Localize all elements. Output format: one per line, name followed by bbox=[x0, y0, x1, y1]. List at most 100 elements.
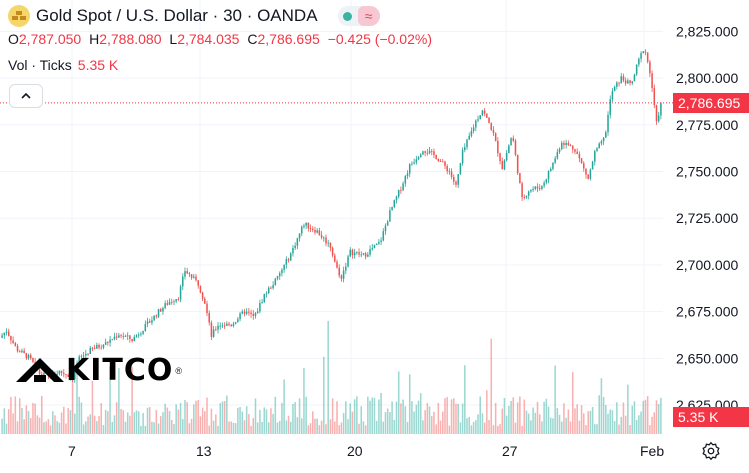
volume-bar bbox=[448, 425, 451, 434]
candle-body bbox=[294, 245, 296, 248]
volume-bar bbox=[208, 425, 210, 434]
volume-bar bbox=[12, 413, 14, 434]
candle-body bbox=[212, 329, 215, 337]
volume-bar bbox=[483, 422, 486, 434]
candle-body bbox=[188, 273, 191, 275]
candle-body bbox=[131, 339, 133, 342]
volume-bar bbox=[331, 398, 334, 434]
candle-body bbox=[25, 352, 28, 359]
y-tick-label: 2,750.000 bbox=[676, 163, 738, 179]
volume-bar bbox=[186, 402, 188, 434]
volume-bar bbox=[530, 420, 532, 434]
candle-body bbox=[651, 73, 653, 89]
candle-body bbox=[287, 259, 290, 261]
volume-bar bbox=[560, 421, 563, 434]
candle-body bbox=[334, 255, 336, 262]
volume-bar bbox=[556, 408, 559, 434]
volume-bar bbox=[298, 398, 301, 434]
volume-bar bbox=[40, 395, 43, 434]
collapse-legend-button[interactable] bbox=[9, 84, 43, 108]
volume-bar bbox=[371, 397, 374, 434]
candle-body bbox=[74, 371, 76, 380]
candle-body bbox=[378, 241, 380, 244]
candle-body bbox=[422, 151, 424, 155]
candle-body bbox=[210, 322, 213, 337]
volume-bar bbox=[188, 423, 191, 434]
candle-body bbox=[289, 253, 292, 261]
volume-bar bbox=[153, 422, 155, 434]
candle-body bbox=[492, 129, 495, 134]
candle-body bbox=[82, 355, 85, 357]
candle-body bbox=[351, 249, 354, 256]
volume-bar bbox=[314, 418, 316, 434]
candle-body bbox=[446, 166, 448, 172]
candle-body bbox=[98, 344, 100, 348]
volume-bar bbox=[212, 420, 215, 434]
volume-bar bbox=[620, 416, 623, 434]
volume-bar bbox=[228, 421, 230, 434]
kitco-watermark: KITCO ® bbox=[14, 353, 182, 388]
volume-bar bbox=[245, 406, 248, 434]
volume-bar bbox=[91, 380, 94, 434]
volume-bar bbox=[45, 421, 47, 434]
volume-bar bbox=[38, 417, 41, 434]
chevron-up-icon bbox=[21, 92, 31, 99]
volume-last-tag: 5.35 K bbox=[673, 407, 749, 427]
candle-body bbox=[329, 242, 332, 248]
volume-bar bbox=[600, 378, 603, 434]
candle-body bbox=[38, 369, 41, 374]
volume-bar bbox=[609, 409, 611, 434]
candle-body bbox=[40, 373, 43, 375]
candle-body bbox=[578, 153, 581, 159]
candle-body bbox=[175, 299, 177, 302]
candle-body bbox=[184, 271, 186, 277]
volume-bar bbox=[80, 402, 83, 434]
volume-bar bbox=[182, 419, 184, 434]
price-axis: 2,825.000 2,800.000 2,775.000 2,750.000 2,72… bbox=[676, 23, 738, 413]
volume-bar bbox=[135, 410, 138, 434]
volume-bar bbox=[631, 405, 634, 434]
volume-bar bbox=[587, 411, 589, 434]
volume-bar bbox=[89, 414, 92, 434]
candle-body bbox=[228, 323, 230, 325]
high-value: 2,788.080 bbox=[99, 31, 162, 47]
market-open-icon bbox=[338, 6, 358, 26]
candle-body bbox=[536, 186, 539, 189]
volume-bar bbox=[7, 409, 10, 434]
volume-bar bbox=[96, 421, 98, 434]
candle-body bbox=[587, 174, 589, 179]
volume-bar bbox=[115, 402, 118, 434]
candle-body bbox=[594, 151, 596, 162]
candle-body bbox=[576, 151, 578, 154]
candle-body bbox=[580, 158, 583, 164]
volume-bar bbox=[613, 421, 616, 434]
volume-bar bbox=[267, 422, 270, 434]
candle-body bbox=[660, 102, 662, 116]
volume-bar bbox=[144, 425, 147, 434]
volume-bar bbox=[618, 424, 620, 434]
volume-bar bbox=[415, 404, 418, 434]
candle-body bbox=[166, 303, 169, 305]
volume-bar bbox=[408, 374, 411, 434]
volume-bar bbox=[430, 416, 433, 434]
volume-bar bbox=[413, 411, 415, 434]
volume-bar bbox=[60, 412, 63, 434]
candle-body bbox=[234, 322, 237, 324]
candle-body bbox=[530, 190, 532, 192]
candle-body bbox=[60, 370, 63, 373]
status-pill[interactable]: ≈ bbox=[337, 6, 380, 26]
candle-body bbox=[65, 374, 67, 376]
volume-bar bbox=[232, 422, 235, 434]
settings-gear-icon[interactable] bbox=[700, 440, 722, 462]
volume-bar bbox=[635, 419, 638, 434]
candle-body bbox=[91, 347, 94, 349]
volume-bar bbox=[74, 413, 76, 434]
candle-body bbox=[490, 123, 493, 130]
candle-body bbox=[71, 376, 74, 380]
candle-body bbox=[428, 150, 431, 154]
symbol-title[interactable]: Gold Spot / U.S. Dollar · 30 · OANDA bbox=[36, 6, 318, 25]
volume-legend[interactable]: Vol · Ticks 5.35 K bbox=[8, 57, 118, 73]
candle-body bbox=[107, 342, 109, 343]
candle-body bbox=[115, 336, 118, 338]
